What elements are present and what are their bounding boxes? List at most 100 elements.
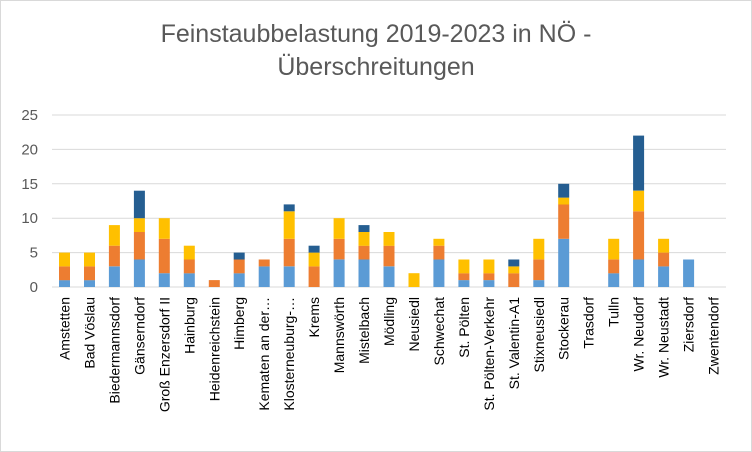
bar-segment xyxy=(133,190,145,219)
x-category-label: Himberg xyxy=(231,297,247,350)
bar-segment xyxy=(84,266,95,281)
bar-segment xyxy=(158,273,170,287)
bar-segment xyxy=(458,280,470,287)
y-tick-label: 15 xyxy=(21,176,38,193)
bar-segment xyxy=(483,273,495,281)
bar-segment xyxy=(658,252,670,267)
bar-segment xyxy=(383,266,395,287)
bar-segment xyxy=(458,273,470,281)
bar-segment xyxy=(558,197,570,205)
bar-segment xyxy=(133,259,145,287)
bar-segment xyxy=(558,204,570,239)
bar-segment xyxy=(333,218,345,239)
x-category-label: Zwentendorf xyxy=(706,297,722,375)
bar-segment xyxy=(333,259,345,287)
bar-segment xyxy=(358,225,370,232)
bar-segment xyxy=(258,259,270,267)
bar-segment xyxy=(633,259,645,287)
bar-segment xyxy=(483,259,495,274)
x-category-label: Mistelbach xyxy=(356,297,372,364)
x-category-label: Neusiedl xyxy=(406,297,422,351)
bar-segment xyxy=(358,259,370,287)
bar-segment xyxy=(183,273,195,287)
bar-segment xyxy=(483,280,495,287)
bar-segment xyxy=(258,266,270,287)
bar-segment xyxy=(433,238,445,246)
bar-segment xyxy=(533,259,545,281)
bar-segment xyxy=(308,252,320,267)
bar-segment xyxy=(608,259,620,274)
chart-title: Feinstaubbelastung 2019-2023 in NÖ - Übe… xyxy=(0,18,752,84)
bar-segment xyxy=(59,280,70,287)
x-category-label: St. Pölten xyxy=(456,297,472,358)
x-category-label: Klosterneuburg-… xyxy=(281,297,297,411)
x-category-label: Wr. Neustadt xyxy=(656,297,672,378)
bar-segment xyxy=(558,238,570,287)
bar-segment xyxy=(158,218,170,239)
bar-segment xyxy=(59,252,70,267)
bar-segment xyxy=(133,232,145,260)
bar-segment xyxy=(458,259,470,274)
x-category-label: Mannswörth xyxy=(331,297,347,373)
y-tick-label: 20 xyxy=(21,141,38,158)
bar-segment xyxy=(59,266,70,281)
x-category-label: Kematen an der… xyxy=(256,297,272,411)
bar-segment xyxy=(633,135,645,191)
bar-segment xyxy=(308,266,320,287)
x-category-label: St. Pölten-Verkehr xyxy=(481,297,497,411)
x-category-label: Biedermannsdorf xyxy=(106,297,122,404)
x-category-label: Ziersdorf xyxy=(681,297,697,352)
x-category-label: Groß Enzersdorf II xyxy=(156,297,172,412)
bar-segment xyxy=(283,211,295,239)
y-tick-label: 0 xyxy=(30,279,38,296)
bars xyxy=(59,135,695,287)
bar-segment xyxy=(383,232,395,246)
x-category-label: Bad Vöslau xyxy=(81,297,97,369)
bar-segment xyxy=(683,259,695,287)
x-axis-labels: Amstetten Bad Vöslau Biedermannsdorf Gänser… xyxy=(56,297,721,412)
bar-segment xyxy=(133,218,145,232)
x-category-label: Hainburg xyxy=(181,297,197,354)
x-category-label: Schwechat xyxy=(431,297,447,366)
bar-segment xyxy=(408,273,420,287)
bar-segment xyxy=(533,238,545,260)
x-category-label: Heidenreichstein xyxy=(206,297,222,401)
bar-segment xyxy=(183,259,195,274)
bar-segment xyxy=(658,238,670,253)
chart-title-line-2: Überschreitungen xyxy=(277,53,475,81)
y-tick-label: 10 xyxy=(21,210,38,227)
bar-segment xyxy=(283,266,295,287)
bar-segment xyxy=(633,190,645,212)
x-category-label: Stockerau xyxy=(556,297,572,360)
bar-segment xyxy=(183,245,195,260)
x-category-label: St. Valentin-A1 xyxy=(506,297,522,390)
x-category-label: Gänserndorf xyxy=(131,297,147,375)
bar-segment xyxy=(533,280,545,287)
bar-segment xyxy=(333,238,345,260)
bar-segment xyxy=(633,211,645,260)
chart-title-line-1: Feinstaubbelastung 2019-2023 in NÖ - xyxy=(160,20,592,48)
y-axis-ticks: 0 5 10 15 20 25 xyxy=(21,107,38,296)
x-category-label: Trasdorf xyxy=(581,297,597,349)
bar-segment xyxy=(508,273,520,287)
bar-segment xyxy=(233,273,245,287)
bar-segment xyxy=(108,245,120,267)
bar-segment xyxy=(158,238,170,274)
x-category-label: Mödling xyxy=(381,297,397,346)
bar-segment xyxy=(608,273,620,287)
bar-segment xyxy=(208,280,220,287)
bar-segment xyxy=(383,245,395,267)
bar-segment xyxy=(508,266,520,274)
bar-segment xyxy=(84,280,95,287)
y-tick-label: 25 xyxy=(21,107,38,124)
bar-segment xyxy=(108,266,120,287)
bar-segment xyxy=(608,238,620,260)
x-category-label: Amstetten xyxy=(56,297,72,360)
bar-segment xyxy=(358,245,370,260)
bar-segment xyxy=(84,252,95,267)
bar-segment xyxy=(233,252,245,260)
bar-segment xyxy=(283,238,295,267)
bar-segment xyxy=(508,259,520,267)
